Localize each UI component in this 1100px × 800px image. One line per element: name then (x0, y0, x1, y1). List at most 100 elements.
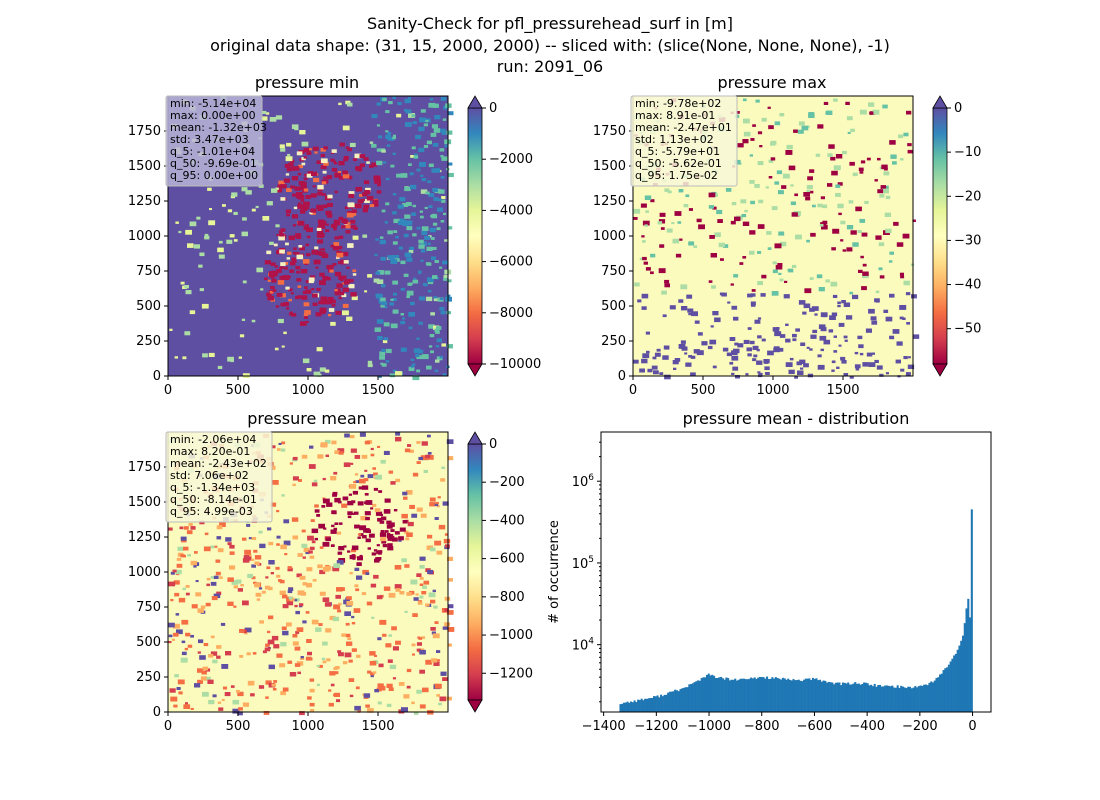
heatmap-cell (775, 264, 783, 270)
heatmap-cell (402, 202, 409, 207)
histogram-bar (794, 680, 797, 712)
heatmap-cell (646, 350, 650, 354)
heatmap-cell (310, 709, 315, 712)
heatmap-cell (427, 242, 431, 245)
heatmap-cell (768, 159, 774, 163)
heatmap-cell (197, 668, 204, 673)
heatmap-cell (280, 302, 286, 307)
heatmap-cell (183, 704, 191, 709)
heatmap-cell (307, 171, 313, 176)
heatmap-cell (347, 222, 351, 225)
heatmap-cell (739, 262, 744, 265)
heatmap-cell (291, 214, 299, 219)
heatmap-cell (269, 291, 274, 294)
colorbar: 0−200−400−600−800−1000−1200 (467, 431, 533, 713)
heatmap-cell (634, 282, 640, 287)
histogram-bar (894, 687, 897, 712)
heatmap-cell (835, 192, 841, 197)
histogram-bar (774, 677, 777, 712)
heatmap-cell (231, 580, 239, 585)
heatmap-cell (754, 184, 760, 188)
histogram-bar (737, 679, 740, 712)
heatmap-cell (411, 146, 416, 150)
histogram-bar (847, 682, 850, 712)
heatmap-cell (392, 677, 396, 680)
stats-line: q_50: -9.69e-01 (170, 157, 257, 170)
heatmap-cell (444, 596, 451, 601)
heatmap-cell (314, 151, 318, 154)
heatmap-cell (652, 356, 657, 360)
heatmap-cell (346, 641, 353, 646)
heatmap-cell (419, 565, 425, 569)
heatmap-cell (293, 247, 297, 250)
heatmap-cell (729, 337, 736, 341)
heatmap-cell (390, 259, 398, 264)
histogram-bar (773, 678, 776, 712)
heatmap-cell (319, 272, 325, 277)
heatmap-cell (330, 683, 335, 687)
heatmap-cell (786, 144, 793, 150)
heatmap-cell (219, 576, 223, 579)
histogram-bar (626, 701, 629, 712)
heatmap-cell (664, 279, 670, 284)
heatmap-cell (353, 511, 359, 515)
heatmap-cell (727, 301, 731, 304)
histogram-bar (864, 682, 867, 712)
heatmap-cell (229, 544, 235, 549)
heatmap-cell (385, 134, 392, 139)
heatmap-cell (355, 480, 360, 483)
heatmap-cell (305, 195, 311, 199)
heatmap-cell (334, 291, 341, 296)
heatmap-cell (313, 259, 321, 265)
heatmap-cell (791, 212, 798, 217)
heatmap-cell (854, 351, 859, 355)
heatmap-cell (899, 316, 904, 320)
heatmap-cell (280, 544, 287, 550)
heatmap-cell (217, 247, 224, 253)
heatmap-cell (254, 561, 260, 566)
heatmap-cell (429, 227, 436, 233)
heatmap-cell (683, 204, 689, 208)
heatmap-cell (405, 109, 412, 114)
panel-distribution: pressure mean - distribution # of occurr… (547, 409, 992, 734)
heatmap-cell (303, 313, 309, 317)
heatmap-cell (276, 543, 280, 546)
heatmap-cell (434, 369, 439, 373)
heatmap-cell (712, 311, 719, 316)
heatmap-cell (331, 304, 336, 307)
heatmap-cell (343, 462, 351, 467)
heatmap-cell (295, 265, 301, 270)
heatmap-cell (307, 535, 314, 541)
heatmap-cell (339, 176, 345, 180)
heatmap-cell (302, 290, 308, 295)
heatmap-cell (325, 223, 329, 226)
heatmap-cell (219, 522, 226, 527)
heatmap-cell (309, 555, 315, 559)
heatmap-cell (345, 224, 351, 229)
heatmap-cell (347, 147, 352, 152)
heatmap-cell (338, 275, 345, 280)
heatmap-cell (823, 101, 829, 105)
heatmap-cell (359, 554, 363, 558)
heatmap-cell (289, 462, 293, 465)
heatmap-cell (286, 188, 292, 192)
heatmap-cell (393, 509, 398, 512)
heatmap-cell (387, 230, 393, 235)
heatmap-cell (312, 579, 317, 582)
heatmap-cell (794, 376, 798, 379)
heatmap-cell (420, 455, 428, 461)
heatmap-cell (176, 563, 183, 568)
heatmap-cell (303, 156, 307, 159)
heatmap-cell (341, 225, 346, 229)
heatmap-cell (714, 232, 721, 237)
heatmap-cell (441, 196, 446, 199)
heatmap-cell (432, 222, 438, 226)
heatmap-cell (392, 211, 397, 215)
histogram-bar (695, 681, 698, 712)
histogram-bar (866, 683, 869, 712)
heatmap-cell (227, 542, 232, 546)
histogram-bar (884, 685, 887, 712)
heatmap-cell (336, 252, 344, 258)
histogram-bar (660, 694, 663, 712)
heatmap-cell (302, 582, 308, 586)
